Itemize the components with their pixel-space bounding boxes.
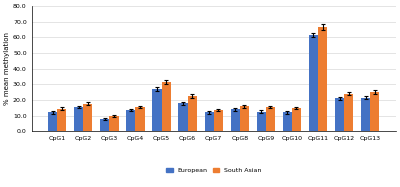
Bar xyxy=(188,96,197,131)
Bar xyxy=(48,113,57,131)
Bar xyxy=(283,113,292,131)
Bar xyxy=(240,106,249,131)
Bar xyxy=(335,98,344,131)
Y-axis label: % mean methylation: % mean methylation xyxy=(4,32,10,105)
Bar xyxy=(214,110,223,131)
Legend: European, South Asian: European, South Asian xyxy=(164,165,264,176)
Bar xyxy=(83,104,92,131)
Bar xyxy=(178,103,188,131)
Bar xyxy=(100,119,109,131)
Bar xyxy=(309,35,318,131)
Bar xyxy=(318,27,327,131)
Bar xyxy=(257,112,266,131)
Bar xyxy=(152,89,162,131)
Bar xyxy=(109,116,118,131)
Bar xyxy=(231,109,240,131)
Bar xyxy=(266,107,275,131)
Bar xyxy=(74,107,83,131)
Bar xyxy=(344,94,353,131)
Bar xyxy=(126,110,136,131)
Bar xyxy=(162,82,171,131)
Bar xyxy=(136,107,144,131)
Bar xyxy=(292,108,301,131)
Bar xyxy=(204,113,214,131)
Bar xyxy=(370,92,379,131)
Bar xyxy=(57,109,66,131)
Bar xyxy=(361,98,370,131)
